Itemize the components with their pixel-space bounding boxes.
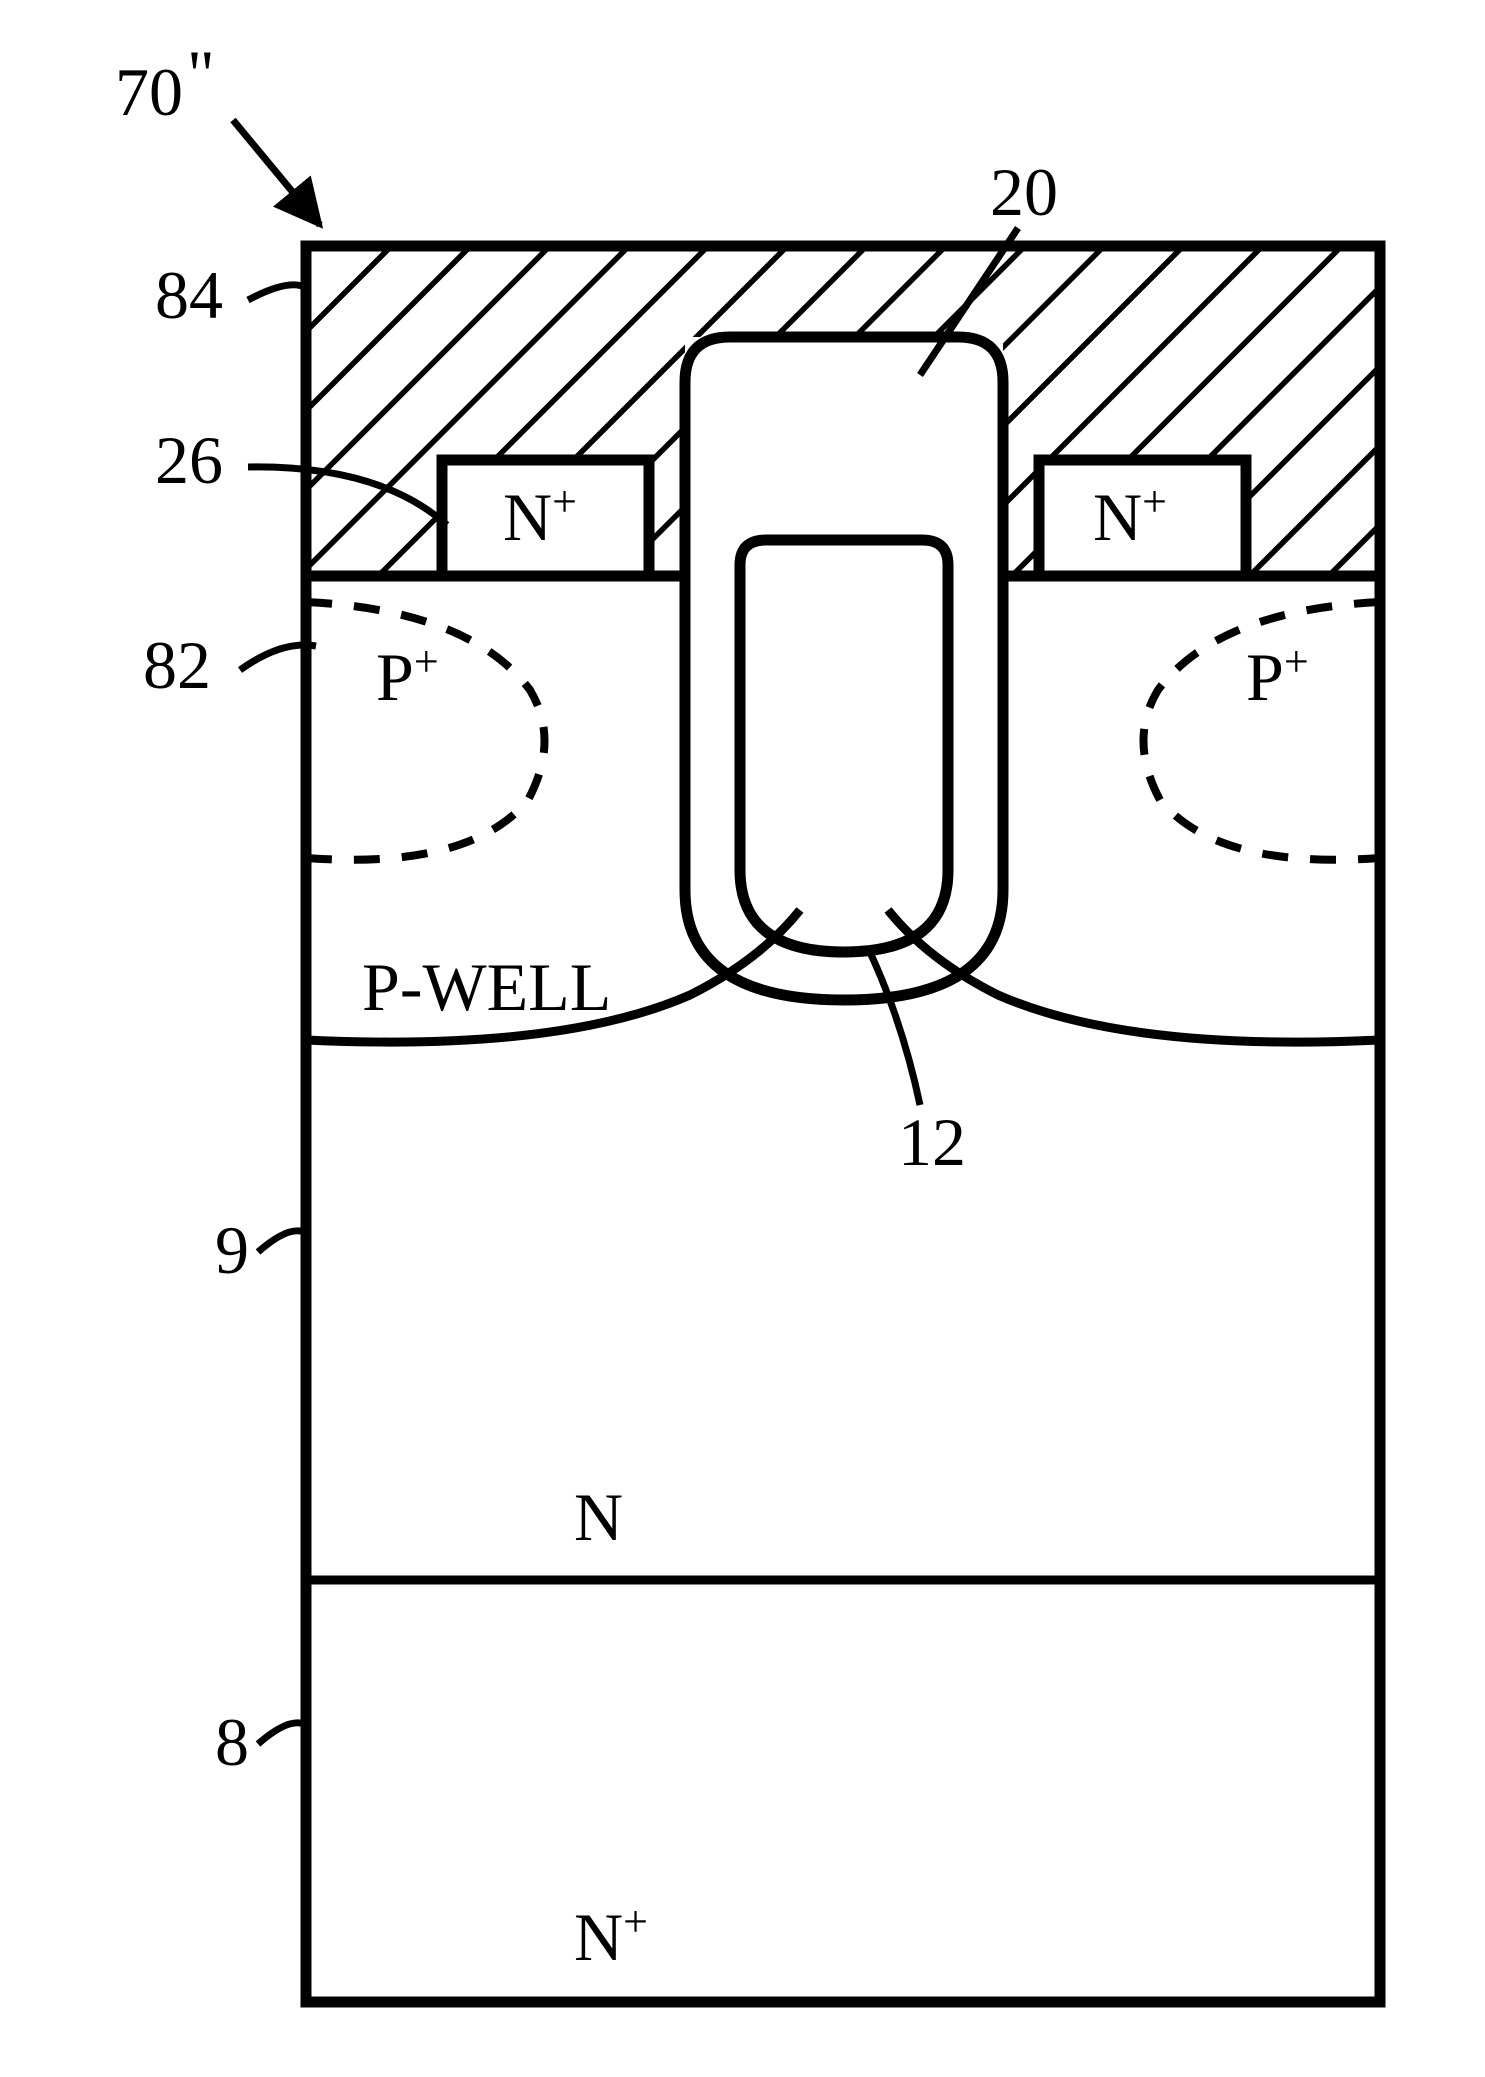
- p-plus-right-label: P+: [1246, 637, 1309, 715]
- callout-20-label: 20: [990, 154, 1058, 230]
- p-plus-left-label: P+: [376, 637, 439, 715]
- trench-fill: [740, 540, 948, 952]
- callout-8-leader: [258, 1723, 306, 1744]
- callout-12-label: 12: [898, 1104, 966, 1180]
- device-label: 70": [115, 36, 215, 130]
- callout-84-label: 84: [155, 257, 223, 333]
- trench-outer: [685, 576, 1003, 1000]
- callout-9-label: 9: [215, 1212, 249, 1288]
- callout-84-leader: [248, 285, 306, 300]
- n-region-label: N: [574, 1479, 623, 1555]
- n-plus-sub-label: N+: [574, 1897, 648, 1975]
- callout-12-leader: [868, 948, 920, 1105]
- callout-8-label: 8: [215, 1704, 249, 1780]
- p-well-label: P-WELL: [362, 949, 611, 1025]
- callout-9-leader: [258, 1231, 306, 1252]
- callout-26-label: 26: [155, 422, 223, 498]
- callout-82-label: 82: [143, 627, 211, 703]
- device-label-arrow: [233, 120, 320, 225]
- device-cross-section-diagram: N+ N+ P+ P+ P-WELL N N+ 70" 84 26 82 9 8…: [0, 0, 1485, 2077]
